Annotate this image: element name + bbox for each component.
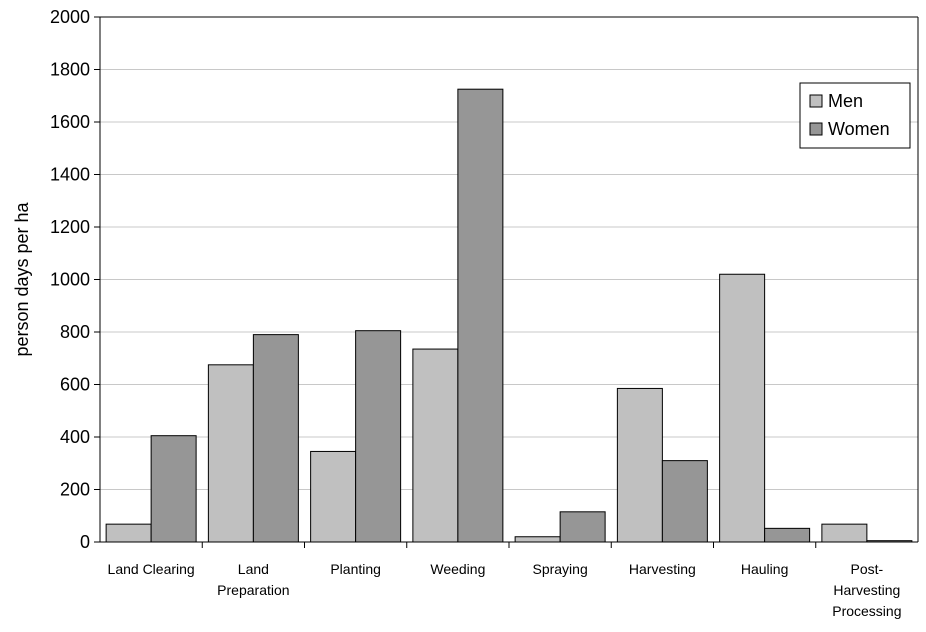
bar-women-1 (252, 334, 299, 543)
bar-men-6 (719, 273, 766, 543)
legend-label-men: Men (828, 91, 863, 111)
bar-women-4 (559, 511, 606, 543)
y-tick-label: 600 (60, 375, 90, 395)
axes (94, 16, 919, 548)
x-category-label: Post-Harvesting Processing (832, 561, 901, 619)
x-category-label: Harvesting (629, 561, 696, 577)
x-category-label: Land Clearing (108, 561, 195, 577)
x-category-labels: Land Clearing Land Preparation Planting Weed… (108, 561, 902, 619)
bar-women-0 (150, 435, 197, 543)
x-category-label: Planting (330, 561, 381, 577)
bar-women-6 (764, 527, 811, 543)
y-tick-label: 800 (60, 322, 90, 342)
bar-men-7 (821, 523, 868, 543)
y-tick-label: 200 (60, 480, 90, 500)
bar-men-1 (207, 364, 254, 543)
x-category-label: Land Preparation (217, 561, 289, 598)
x-category-label: Weeding (430, 561, 485, 577)
bar-men-4 (514, 536, 561, 543)
y-tick-label: 2000 (50, 7, 90, 27)
x-category-label: Hauling (741, 561, 788, 577)
legend-swatch-men (809, 94, 823, 108)
legend-box (799, 82, 911, 149)
x-category-label: Spraying (532, 561, 587, 577)
bar-men-3 (412, 348, 459, 543)
y-tick-label: 1000 (50, 270, 90, 290)
y-tick-label: 1400 (50, 165, 90, 185)
y-tick-label: 400 (60, 427, 90, 447)
legend-swatch-women (809, 122, 823, 136)
legend-label-women: Women (828, 119, 890, 139)
bar-women-5 (661, 460, 708, 543)
y-axis-title: person days per ha (12, 201, 32, 356)
bar-women-2 (355, 330, 402, 543)
bar-women-3 (457, 88, 504, 543)
y-tick-labels: 0 200 400 600 800 1000 1200 1400 1600 1800 2000 (50, 7, 90, 552)
y-tick-label: 1600 (50, 112, 90, 132)
legend: Men Women (799, 82, 911, 149)
bar-men-5 (616, 387, 663, 543)
y-tick-label: 1200 (50, 217, 90, 237)
y-tick-label: 0 (80, 532, 90, 552)
y-tick-label: 1800 (50, 60, 90, 80)
bar-men-0 (105, 523, 152, 543)
bar-men-2 (310, 450, 357, 543)
bars (105, 88, 913, 543)
